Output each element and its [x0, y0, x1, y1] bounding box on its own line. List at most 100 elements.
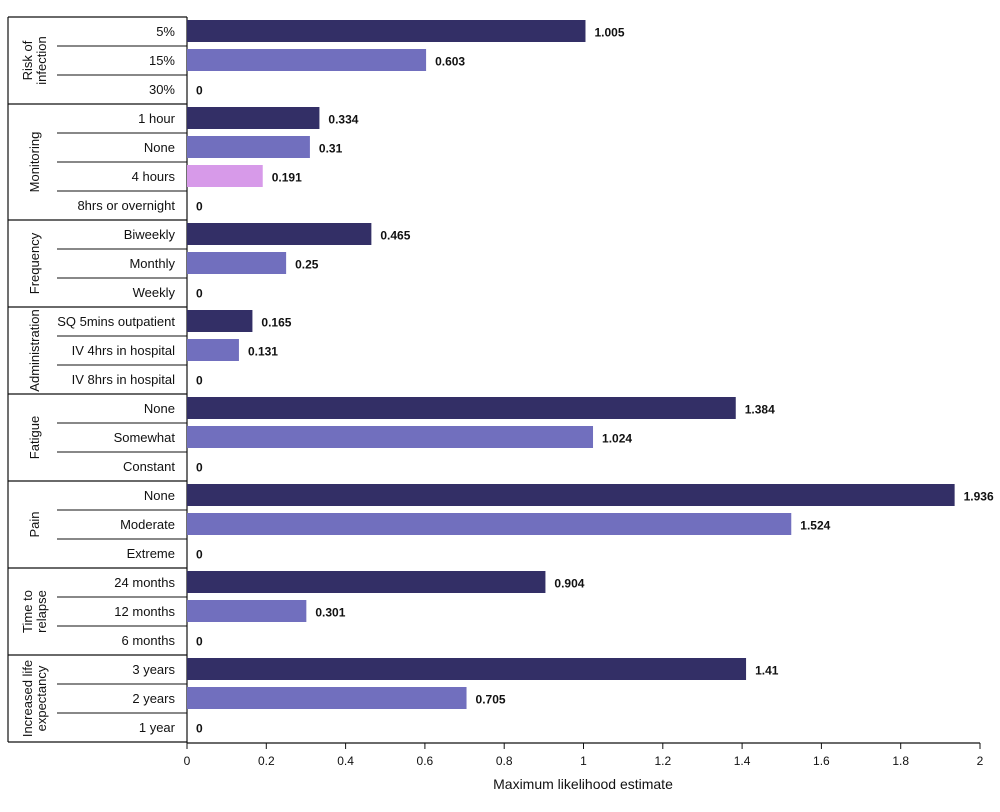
- level-label: Extreme: [127, 546, 175, 561]
- group-label-line: relapse: [34, 590, 49, 633]
- level-label: 24 months: [114, 575, 175, 590]
- group-label-line: Monitoring: [27, 132, 42, 193]
- data-label: 0: [196, 287, 203, 301]
- group-label-line: Fatigue: [27, 416, 42, 459]
- data-label: 0: [196, 84, 203, 98]
- data-label: 0: [196, 200, 203, 214]
- level-label: 1 hour: [138, 111, 176, 126]
- bar: [187, 484, 955, 506]
- bar: [187, 223, 372, 245]
- group-label-line: Time to: [20, 590, 35, 633]
- x-tick-label: 0.6: [417, 754, 434, 768]
- group-label: Increased lifeexpectancy: [20, 660, 49, 737]
- data-label: 0: [196, 548, 203, 562]
- data-label: 0: [196, 374, 203, 388]
- bar: [187, 107, 320, 129]
- data-label: 0: [196, 461, 203, 475]
- data-label: 0.191: [272, 171, 302, 185]
- level-label: None: [144, 488, 175, 503]
- bar: [187, 600, 307, 622]
- x-tick-label: 1.8: [892, 754, 909, 768]
- bar: [187, 339, 239, 361]
- data-label: 0: [196, 722, 203, 736]
- group-label-line: infection: [34, 36, 49, 84]
- chart-labels: 5% 1.005 15% 0.603 30% 0 Risk ofinfection 1 hou…: [20, 24, 994, 737]
- level-label: 8hrs or overnight: [77, 198, 175, 213]
- x-tick-label: 1.6: [813, 754, 830, 768]
- group-label: Administration: [27, 309, 42, 391]
- bar: [187, 310, 253, 332]
- x-axis-title: Maximum likelihood estimate: [493, 776, 673, 792]
- data-label: 0.165: [261, 316, 291, 330]
- data-label: 0.904: [554, 577, 584, 591]
- group-label-line: Administration: [27, 309, 42, 391]
- level-label: SQ 5mins outpatient: [57, 314, 175, 329]
- data-label: 1.005: [594, 26, 624, 40]
- data-label: 0.131: [248, 345, 278, 359]
- level-label: 4 hours: [132, 169, 176, 184]
- group-label: Risk ofinfection: [20, 36, 49, 84]
- x-tick-label: 1.2: [654, 754, 671, 768]
- data-label: 0.334: [328, 113, 358, 127]
- data-label: 0.705: [476, 693, 506, 707]
- level-label: 3 years: [132, 662, 175, 677]
- level-label: Monthly: [129, 256, 175, 271]
- bar: [187, 658, 747, 680]
- x-tick-label: 0.4: [337, 754, 354, 768]
- group-label-line: Increased life: [20, 660, 35, 737]
- level-label: 6 months: [122, 633, 176, 648]
- group-label: Fatigue: [27, 416, 42, 459]
- data-label: 0.25: [295, 258, 319, 272]
- level-label: None: [144, 401, 175, 416]
- data-label: 0.301: [315, 606, 345, 620]
- level-label: Somewhat: [114, 430, 176, 445]
- data-label: 1.41: [755, 664, 779, 678]
- data-label: 1.384: [745, 403, 775, 417]
- data-label: 0: [196, 635, 203, 649]
- x-tick-label: 1: [580, 754, 587, 768]
- x-tick-label: 1.4: [734, 754, 751, 768]
- bar: [187, 252, 287, 274]
- data-label: 0.31: [319, 142, 343, 156]
- bar: [187, 49, 427, 71]
- bar: [187, 687, 467, 709]
- x-tick-label: 0: [184, 754, 191, 768]
- chart-bars: [187, 20, 955, 709]
- data-label: 1.524: [800, 519, 830, 533]
- group-label: Pain: [27, 511, 42, 537]
- level-label: 12 months: [114, 604, 175, 619]
- x-tick-label: 0.2: [258, 754, 275, 768]
- bar: [187, 165, 263, 187]
- group-label-line: Pain: [27, 511, 42, 537]
- group-label: Time torelapse: [20, 590, 49, 633]
- x-tick-label: 0.8: [496, 754, 513, 768]
- group-label: Frequency: [27, 232, 42, 294]
- bar: [187, 20, 586, 42]
- bar: [187, 397, 736, 419]
- group-label-line: Risk of: [20, 40, 35, 80]
- level-label: 2 years: [132, 691, 175, 706]
- level-label: 15%: [149, 53, 175, 68]
- level-label: None: [144, 140, 175, 155]
- data-label: 0.603: [435, 55, 465, 69]
- level-label: Moderate: [120, 517, 175, 532]
- level-label: Constant: [123, 459, 175, 474]
- level-label: IV 4hrs in hospital: [72, 343, 175, 358]
- level-label: 1 year: [139, 720, 176, 735]
- bar: [187, 136, 310, 158]
- group-label-line: expectancy: [34, 665, 49, 731]
- bar: [187, 426, 594, 448]
- level-label: 5%: [156, 24, 175, 39]
- bar: [187, 571, 546, 593]
- data-label: 0.465: [380, 229, 410, 243]
- chart-structure: [7, 16, 188, 743]
- x-tick-label: 2: [977, 754, 984, 768]
- bar: [187, 513, 792, 535]
- group-label-line: Frequency: [27, 232, 42, 294]
- level-label: IV 8hrs in hospital: [72, 372, 175, 387]
- group-label: Monitoring: [27, 132, 42, 193]
- x-axis: 0 0.2 0.4 0.6 0.8 1 1.2 1.4 1.6 1.8 2: [184, 742, 984, 768]
- level-label: Weekly: [133, 285, 176, 300]
- level-label: 30%: [149, 82, 175, 97]
